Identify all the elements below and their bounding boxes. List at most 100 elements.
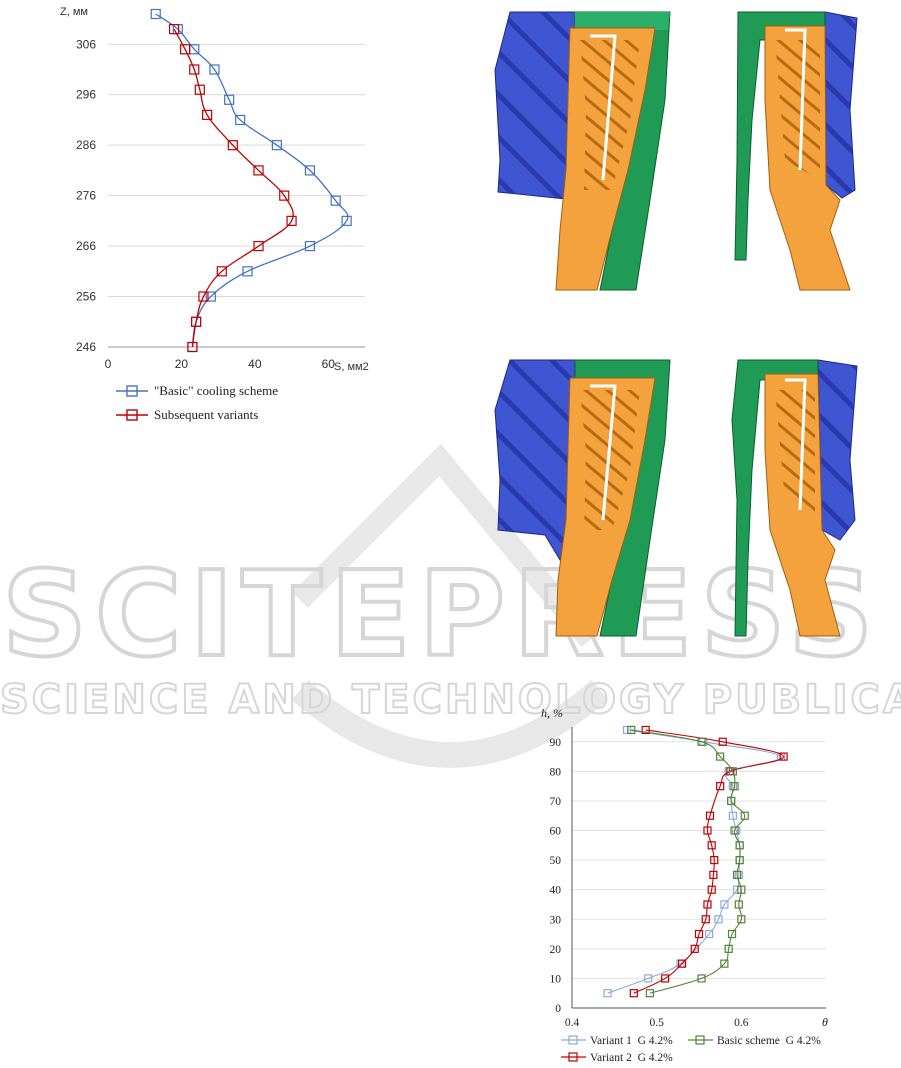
chart2-data-point bbox=[720, 900, 729, 909]
chart2-y-tick-label: 20 bbox=[550, 944, 562, 956]
chart1-x-axis-label: S, мм2 bbox=[334, 361, 369, 373]
chart2-data-point bbox=[705, 811, 715, 820]
chart2-data-point bbox=[703, 826, 712, 835]
chart2-x-tick-label: 0.6 bbox=[734, 1017, 749, 1029]
chart2-data-point bbox=[677, 959, 687, 968]
chart1-grid bbox=[108, 43, 365, 298]
chart2-data-point bbox=[707, 885, 716, 894]
chart1-data-point bbox=[341, 215, 352, 226]
chart2-data-point bbox=[716, 782, 725, 791]
chart2-data-point bbox=[735, 841, 744, 850]
chart2-x-tick-label: 0.5 bbox=[649, 1017, 664, 1029]
chart2-legend-label-variant1: Variant 1 G 4.2% bbox=[590, 1035, 673, 1047]
chart1-data-point bbox=[202, 109, 213, 121]
chart-cross-section-area: 0 20 40 60 246 256 266 276 286 296 306 Z, мм S, м… bbox=[60, 6, 369, 422]
chart2-legend-item-variant1: Variant 1 G 4.2% bbox=[561, 1035, 673, 1047]
chart2-series-group bbox=[603, 725, 788, 998]
chart2-data-point bbox=[730, 782, 739, 791]
chart2-data-point bbox=[697, 737, 706, 746]
chart1-x-tick-label: 0 bbox=[105, 357, 112, 371]
chart2-series-2 bbox=[627, 725, 749, 998]
chart2-y-tick-label: 70 bbox=[550, 796, 562, 808]
chart1-data-point bbox=[330, 195, 341, 206]
chart2-data-point bbox=[718, 737, 727, 746]
chart2-legend-item-basic: Basic scheme G 4.2% bbox=[688, 1035, 821, 1047]
chart1-legend-label-basic: "Basic" cooling scheme bbox=[154, 383, 278, 398]
chart2-data-point bbox=[703, 900, 712, 909]
chart1-y-ticks: 246 256 266 276 286 296 306 bbox=[76, 37, 96, 354]
chart2-data-point bbox=[714, 915, 723, 924]
chart1-series-line bbox=[173, 28, 294, 348]
chart1-legend-item-subsequent: Subsequent variants bbox=[116, 407, 258, 422]
chart2-data-point bbox=[728, 811, 737, 820]
chart2-data-point bbox=[737, 915, 746, 924]
chart2-data-point bbox=[727, 796, 736, 806]
chart1-y-tick-label: 296 bbox=[76, 88, 96, 102]
chart2-data-point bbox=[705, 929, 714, 939]
chart2-x-ticks: 0.4 0.5 0.6 bbox=[565, 1017, 749, 1029]
chart2-data-point bbox=[732, 885, 742, 894]
chart2-data-point bbox=[727, 929, 737, 939]
watermark-swoosh-logo bbox=[291, 443, 609, 768]
chart1-data-point bbox=[189, 64, 200, 75]
chart2-data-point bbox=[694, 929, 704, 939]
chart1-data-point bbox=[224, 94, 235, 105]
chart2-y-tick-label: 50 bbox=[550, 855, 562, 867]
chart2-data-point bbox=[697, 974, 706, 983]
chart1-y-tick-label: 306 bbox=[76, 37, 96, 51]
chart1-data-point bbox=[205, 291, 216, 302]
chart2-data-point bbox=[709, 870, 718, 879]
chart2-y-tick-label: 90 bbox=[550, 737, 562, 749]
chart1-data-point bbox=[304, 165, 316, 176]
chart2-data-point bbox=[730, 826, 739, 835]
chart2-y-ticks: 0 10 20 30 40 50 60 70 80 90 bbox=[550, 737, 562, 1015]
chart1-data-point bbox=[187, 341, 198, 353]
blade-model-bottom-left bbox=[494, 359, 671, 637]
chart2-data-point bbox=[622, 725, 632, 735]
chart1-data-point bbox=[304, 240, 316, 252]
chart2-data-point bbox=[716, 752, 725, 761]
chart-temperature-profile: 0.4 0.5 0.6 0 10 20 30 40 50 60 70 80 90 h, % θ Var… bbox=[541, 706, 828, 1064]
chart1-legend-label-subsequent: Subsequent variants bbox=[154, 407, 258, 422]
chart1-y-tick-label: 266 bbox=[76, 239, 96, 253]
chart1-y-tick-label: 256 bbox=[76, 290, 96, 304]
blade-model-bottom-right bbox=[731, 359, 858, 637]
chart2-y-tick-label: 0 bbox=[555, 1003, 561, 1015]
chart2-data-point bbox=[644, 974, 653, 983]
chart2-series-line bbox=[633, 729, 785, 994]
chart1-legend-item-basic: "Basic" cooling scheme bbox=[116, 383, 278, 398]
blade-model-top-right bbox=[734, 11, 858, 291]
chart1-data-point bbox=[279, 190, 290, 201]
chart2-data-point bbox=[710, 856, 719, 865]
chart1-data-point bbox=[180, 44, 191, 55]
chart2-data-point bbox=[603, 989, 612, 998]
chart2-data-point bbox=[690, 944, 699, 953]
chart2-x-axis-label: θ bbox=[822, 1015, 828, 1029]
chart2-data-point bbox=[707, 841, 716, 850]
chart1-series-1 bbox=[168, 24, 297, 353]
chart1-legend: "Basic" cooling scheme Subsequent varian… bbox=[116, 383, 278, 422]
chart1-y-tick-label: 276 bbox=[76, 189, 96, 203]
chart1-data-point bbox=[253, 240, 264, 252]
chart2-data-point bbox=[641, 725, 650, 735]
chart2-grid bbox=[572, 741, 826, 979]
chart1-data-point bbox=[168, 24, 180, 35]
chart1-data-point bbox=[235, 114, 246, 126]
chart2-data-point bbox=[779, 752, 788, 761]
chart1-data-point bbox=[216, 266, 227, 277]
chart2-series-line bbox=[607, 729, 782, 994]
chart2-data-point bbox=[627, 725, 636, 735]
chart1-y-tick-label: 246 bbox=[76, 340, 96, 354]
chart1-data-point bbox=[209, 64, 220, 75]
watermark: SCITEPRESS SCIENCE AND TECHNOLOGY PUBLIC… bbox=[0, 443, 901, 768]
chart2-y-tick-label: 40 bbox=[550, 885, 562, 897]
chart2-data-point bbox=[734, 900, 743, 909]
chart2-y-axis-label: h, % bbox=[541, 706, 563, 720]
chart2-data-point bbox=[724, 944, 733, 953]
chart1-data-point bbox=[150, 8, 161, 20]
chart2-series-0 bbox=[603, 725, 786, 998]
chart2-y-tick-label: 10 bbox=[550, 973, 562, 985]
chart1-x-ticks: 0 20 40 60 bbox=[105, 357, 336, 371]
blade-cooling-illustrations bbox=[494, 11, 858, 637]
